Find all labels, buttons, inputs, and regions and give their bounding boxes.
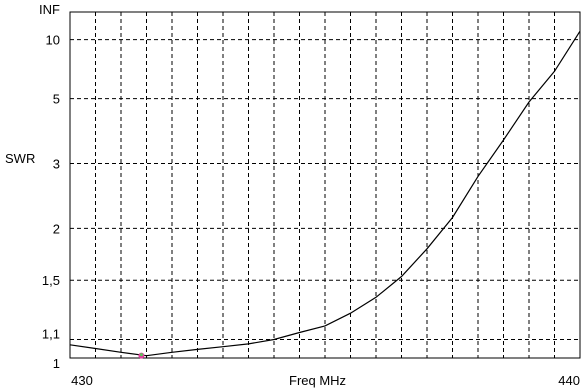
x-tick-label: 430 (71, 373, 93, 388)
y-tick-labels: 1 1,1 1,5 2 3 5 10 INF (39, 2, 60, 371)
series-group (69, 30, 581, 357)
grid (70, 12, 580, 358)
x-tick-labels: 430 440 (71, 373, 580, 388)
y-tick-label: 10 (46, 33, 60, 48)
x-tick-label: 440 (558, 373, 580, 388)
minimum-marker-center (139, 353, 143, 357)
marker-group (138, 352, 145, 359)
y-tick-label: 5 (53, 92, 60, 107)
y-tick-label: 1,5 (42, 273, 60, 288)
y-tick-label: 2 (53, 221, 60, 236)
y-tick-label: 1 (53, 356, 60, 371)
plot-border (69, 11, 581, 359)
y-axis-label: SWR (5, 151, 35, 166)
swr-curve (69, 30, 581, 357)
y-tick-label: INF (39, 2, 60, 17)
y-tick-label: 3 (53, 156, 60, 171)
y-tick-label: 1,1 (42, 326, 60, 341)
x-axis-label: Freq MHz (289, 373, 346, 388)
plot-frame (69, 11, 581, 359)
